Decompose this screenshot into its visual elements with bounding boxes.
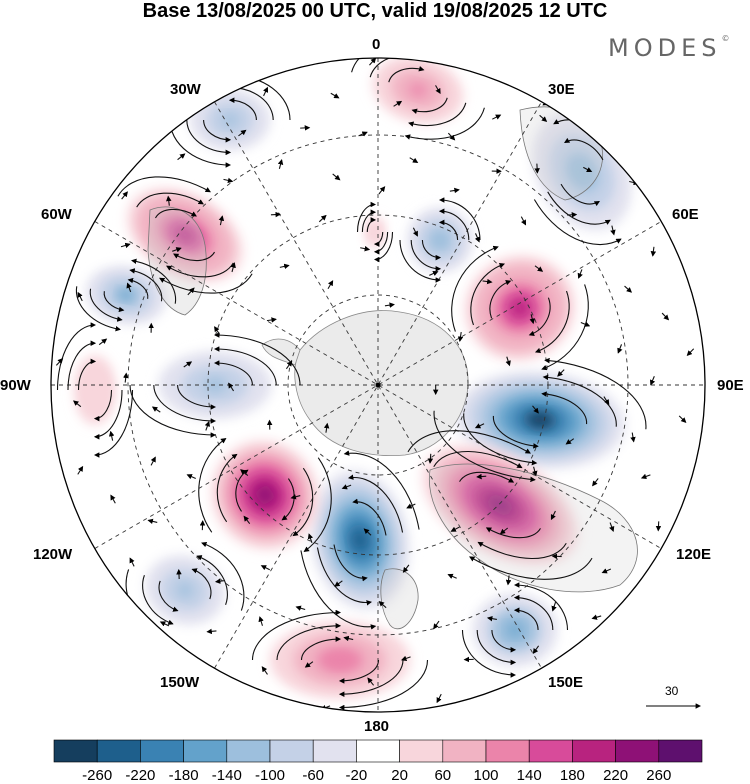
- lon-label-120e: 120E: [676, 546, 711, 563]
- anomaly-contour: [222, 114, 238, 126]
- wind-arrow: [567, 215, 576, 216]
- colorbar-tick-label: -180: [169, 767, 199, 784]
- colorbar-swatch: [616, 740, 659, 762]
- wind-arrow: [207, 631, 216, 632]
- positive-anomaly: [65, 338, 125, 442]
- lon-label-180: 180: [364, 718, 389, 735]
- colorbar-swatch: [443, 740, 486, 762]
- anomaly-contour: [373, 228, 378, 235]
- colorbar-tick-label: -100: [255, 767, 285, 784]
- lon-label-60w: 60W: [41, 206, 72, 223]
- colorbar-swatch: [313, 740, 356, 762]
- colorbar-swatch: [184, 740, 227, 762]
- colorbar-tick-label: 20: [391, 767, 408, 784]
- lon-label-30w: 30W: [170, 81, 201, 98]
- south-pole-marker: [376, 383, 381, 388]
- colorbar-tick-label: -60: [302, 767, 324, 784]
- colorbar-tick-label: -220: [125, 767, 155, 784]
- colorbar-swatch: [572, 740, 615, 762]
- lon-label-120w: 120W: [33, 546, 72, 563]
- positive-anomaly: [361, 210, 389, 254]
- wind-arrow: [271, 214, 280, 215]
- colorbar-swatch: [270, 740, 313, 762]
- lon-label-90w: 90W: [0, 377, 31, 394]
- colorbar-swatch: [400, 740, 443, 762]
- anomaly-contour: [90, 381, 100, 398]
- negative-anomaly: [473, 594, 557, 666]
- lon-label-150e: 150E: [548, 674, 583, 691]
- colorbar-tick-label: 100: [473, 767, 498, 784]
- colorbar-swatch: [140, 740, 183, 762]
- colorbar-tick-label: -140: [212, 767, 242, 784]
- lon-label-30e: 30E: [548, 81, 575, 98]
- colorbar-swatch: [227, 740, 270, 762]
- wind-arrow: [430, 454, 431, 463]
- anomaly-contour: [435, 235, 446, 246]
- reference-vector-label: 30: [665, 684, 678, 698]
- lon-label-90e: 90E: [717, 377, 744, 394]
- colorbar-swatch: [529, 740, 572, 762]
- colorbar-tick-label: 260: [646, 767, 671, 784]
- positive-anomaly: [270, 622, 410, 698]
- colorbar-tick-label: -260: [82, 767, 112, 784]
- lon-label-0: 0: [372, 36, 380, 53]
- anomaly-contour: [328, 654, 351, 667]
- colorbar-swatch: [54, 740, 97, 762]
- colorbar-swatch: [356, 740, 399, 762]
- colorbar-tick-label: 180: [560, 767, 585, 784]
- colorbar-tick-label: 60: [434, 767, 451, 784]
- negative-anomaly: [408, 208, 472, 272]
- colorbar: [54, 740, 702, 762]
- lon-label-150w: 150W: [160, 674, 199, 691]
- colorbar-swatch: [486, 740, 529, 762]
- colorbar-tick-label: -20: [346, 767, 368, 784]
- colorbar-swatch: [659, 740, 702, 762]
- lon-label-60e: 60E: [672, 206, 699, 223]
- colorbar-swatch: [97, 740, 140, 762]
- colorbar-tick-label: 220: [603, 767, 628, 784]
- colorbar-tick-label: 140: [517, 767, 542, 784]
- wind-arrow: [477, 476, 486, 477]
